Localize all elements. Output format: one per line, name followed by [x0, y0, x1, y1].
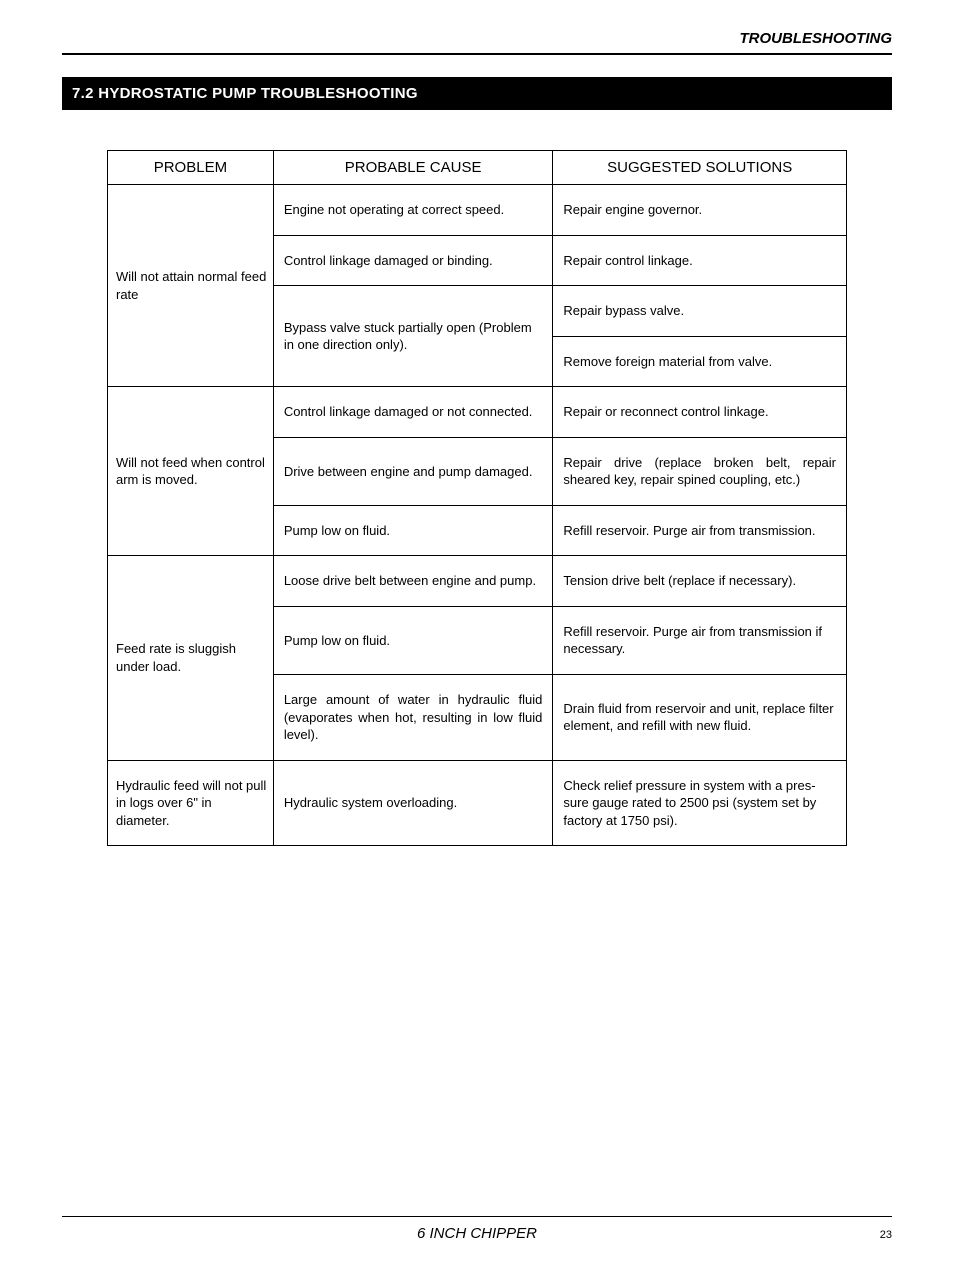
col-header-solution: SUGGESTED SOLUTIONS — [553, 151, 847, 185]
solution-cell: Repair control linkage. — [553, 236, 846, 286]
cause-cell: Pump low on fluid. — [274, 506, 553, 556]
problem-cell: Will not attain normal feed rate — [108, 252, 273, 319]
solution-cell: Refill reservoir. Purge air from transmi… — [553, 607, 846, 674]
table-row: Hydraulic feed will not pull in logs ove… — [108, 760, 847, 846]
table-row: Will not feed when con­trol arm is moved… — [108, 387, 847, 438]
solution-cell: Check relief pressure in system with a p… — [553, 761, 846, 846]
solution-cell: Remove foreign material from valve. — [553, 337, 846, 387]
col-header-problem: PROBLEM — [108, 151, 274, 185]
solution-cell: Repair engine governor. — [553, 185, 846, 235]
solution-cell: Refill reservoir. Purge air from transmi… — [553, 506, 846, 556]
solution-cell: Drain fluid from reservoir and unit, rep… — [553, 684, 846, 751]
cause-cell: Engine not operating at correct speed. — [274, 185, 553, 235]
col-header-cause: PROBABLE CAUSE — [273, 151, 553, 185]
cause-cell: Hydraulic system overloading. — [274, 778, 553, 828]
cause-cell: Drive between engine and pump damaged. — [274, 447, 553, 497]
cause-cell: Loose drive belt between engine and pump… — [274, 556, 553, 606]
cause-cell: Control linkage damaged or not connected… — [274, 387, 553, 437]
table-header-row: PROBLEM PROBABLE CAUSE SUGGESTED SOLUTIO… — [108, 151, 847, 185]
problem-cell: Hydraulic feed will not pull in logs ove… — [108, 769, 273, 838]
cause-cell: Large amount of water in hydraulic fluid… — [274, 675, 553, 760]
footer-page-number: 23 — [862, 1229, 892, 1241]
cause-cell: Control linkage damaged or binding. — [274, 236, 553, 286]
problem-cell: Feed rate is sluggish under load. — [108, 624, 273, 691]
page-header: TROUBLESHOOTING — [62, 30, 892, 55]
cause-cell: Pump low on fluid. — [274, 616, 553, 666]
troubleshooting-table: PROBLEM PROBABLE CAUSE SUGGESTED SOLUTIO… — [107, 150, 847, 846]
table-row: Feed rate is sluggish under load. Loose … — [108, 556, 847, 607]
section-title: 7.2 HYDROSTATIC PUMP TROUBLESHOOTING — [62, 77, 892, 110]
cause-cell: Bypass valve stuck partially open (Probl… — [274, 303, 553, 370]
table-row: Will not attain normal feed rate Engine … — [108, 185, 847, 236]
solution-cell: Repair drive (replace broken belt, repai… — [553, 438, 846, 505]
solution-cell: Repair bypass valve. — [553, 286, 846, 336]
footer-title: 6 INCH CHIPPER — [92, 1225, 862, 1242]
page-footer: 6 INCH CHIPPER 23 — [62, 1216, 892, 1242]
solution-cell: Repair or reconnect control linkage. — [553, 387, 846, 437]
problem-cell: Will not feed when con­trol arm is moved… — [108, 438, 273, 505]
solution-cell: Tension drive belt (replace if necessary… — [553, 556, 846, 606]
